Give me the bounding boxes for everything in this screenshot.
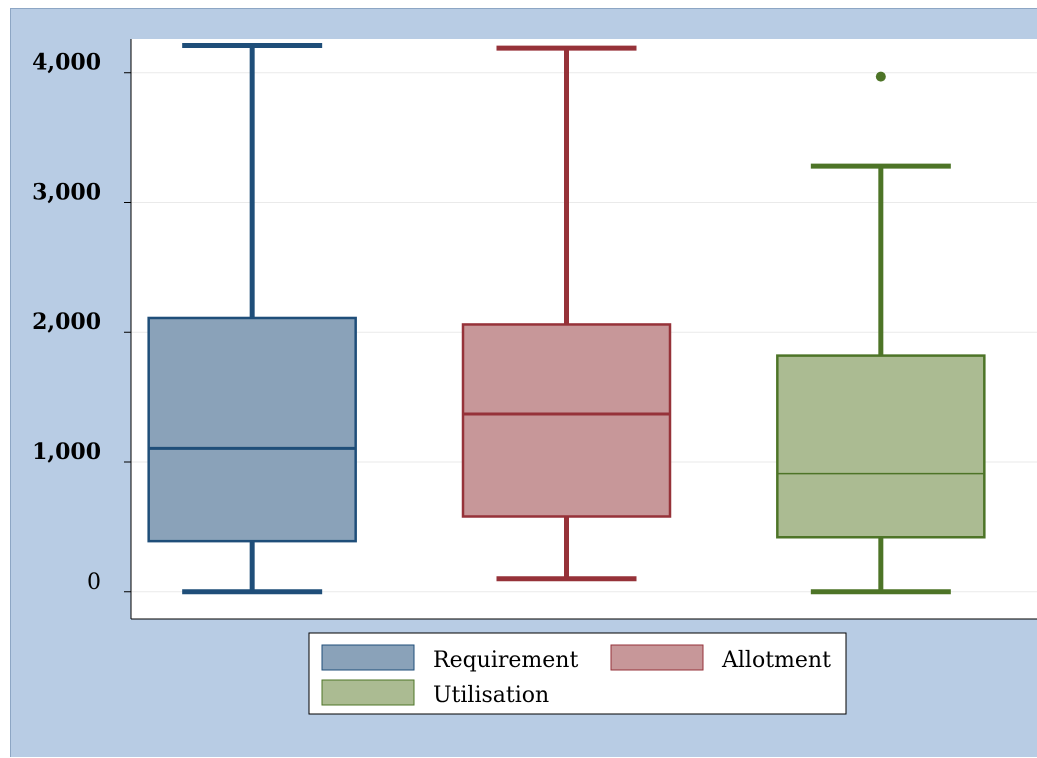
y-tick-label-1: 1,000 xyxy=(32,439,101,465)
tick-layer: 0 1,000 2,000 3,000 4,000 xyxy=(32,50,131,595)
legend-swatch-utilisation xyxy=(321,679,415,706)
box xyxy=(461,323,672,518)
legend: Requirement Allotment Utilisation xyxy=(308,632,847,715)
box-layer xyxy=(147,42,986,595)
box xyxy=(776,354,986,539)
box-group-allotment xyxy=(461,45,672,582)
y-tick-label-2: 2,000 xyxy=(32,309,101,335)
legend-label-requirement: Requirement xyxy=(433,648,578,673)
box-group-utilisation xyxy=(776,71,986,595)
box xyxy=(147,316,357,543)
y-tick-label-4: 4,000 xyxy=(32,50,101,76)
box-group-requirement xyxy=(147,42,357,595)
outlier-point-0 xyxy=(875,71,886,82)
legend-label-utilisation: Utilisation xyxy=(433,683,549,708)
legend-swatch-requirement xyxy=(321,644,415,671)
legend-swatch-allotment xyxy=(610,644,704,671)
y-tick-label-3: 3,000 xyxy=(32,179,101,205)
chart-frame: 0 1,000 2,000 3,000 4,000 Requirement Allotme… xyxy=(10,8,1037,757)
chart-svg: 0 1,000 2,000 3,000 4,000 Requirement Allotme… xyxy=(32,39,1037,715)
legend-label-allotment: Allotment xyxy=(721,648,831,673)
y-tick-label-0: 0 xyxy=(87,570,101,595)
